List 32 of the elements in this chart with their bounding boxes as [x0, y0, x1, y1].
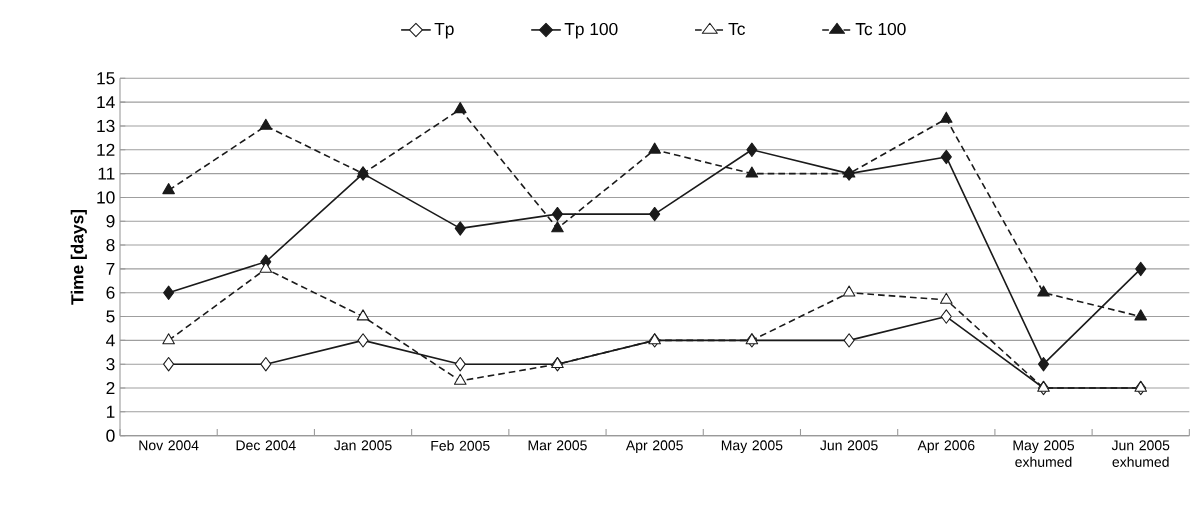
x-tick-label: Nov 2004: [139, 440, 199, 451]
y-tick-label: 3: [106, 358, 115, 371]
legend-label: Tc 100: [855, 22, 906, 36]
x-tick-label: Feb 2005: [431, 440, 490, 451]
x-tick-label: May 2005: [721, 440, 783, 454]
y-tick-label: 6: [106, 286, 115, 299]
x-tick-label: Mar 2005: [528, 440, 587, 451]
x-tick-label: Jun 2005: [820, 440, 878, 451]
y-tick-label: 13: [97, 119, 115, 133]
y-tick-label: 4: [106, 334, 115, 347]
y-tick-label: 8: [106, 238, 115, 252]
x-tick-label: Jan 2005: [334, 440, 392, 451]
y-tick-label: 5: [106, 310, 115, 323]
y-tick-label: 14: [97, 96, 115, 109]
x-tick-label: Apr 2006: [917, 440, 975, 454]
y-tick-label: 11: [98, 167, 115, 180]
y-tick-label: 7: [106, 262, 115, 275]
x-tick-label: May 2005 exhumed: [1013, 440, 1075, 467]
y-axis-title: Time [days]: [70, 209, 87, 305]
y-tick-label: 10: [97, 191, 115, 204]
x-tick-label: Apr 2005: [625, 440, 683, 454]
y-tick-label: 15: [97, 72, 115, 85]
x-tick-label: Dec 2004: [236, 440, 296, 451]
y-tick-label: 0: [106, 429, 115, 442]
y-tick-label: 12: [97, 143, 115, 156]
y-tick-label: 2: [106, 381, 115, 395]
y-tick-label: 9: [106, 215, 115, 228]
y-tick-label: 1: [106, 405, 115, 418]
legend-label: Tc: [728, 22, 745, 36]
x-tick-label: Jun 2005 exhumed: [1111, 440, 1170, 467]
legend-label: Tp 100: [564, 22, 618, 39]
legend-label: Tp: [434, 22, 454, 39]
